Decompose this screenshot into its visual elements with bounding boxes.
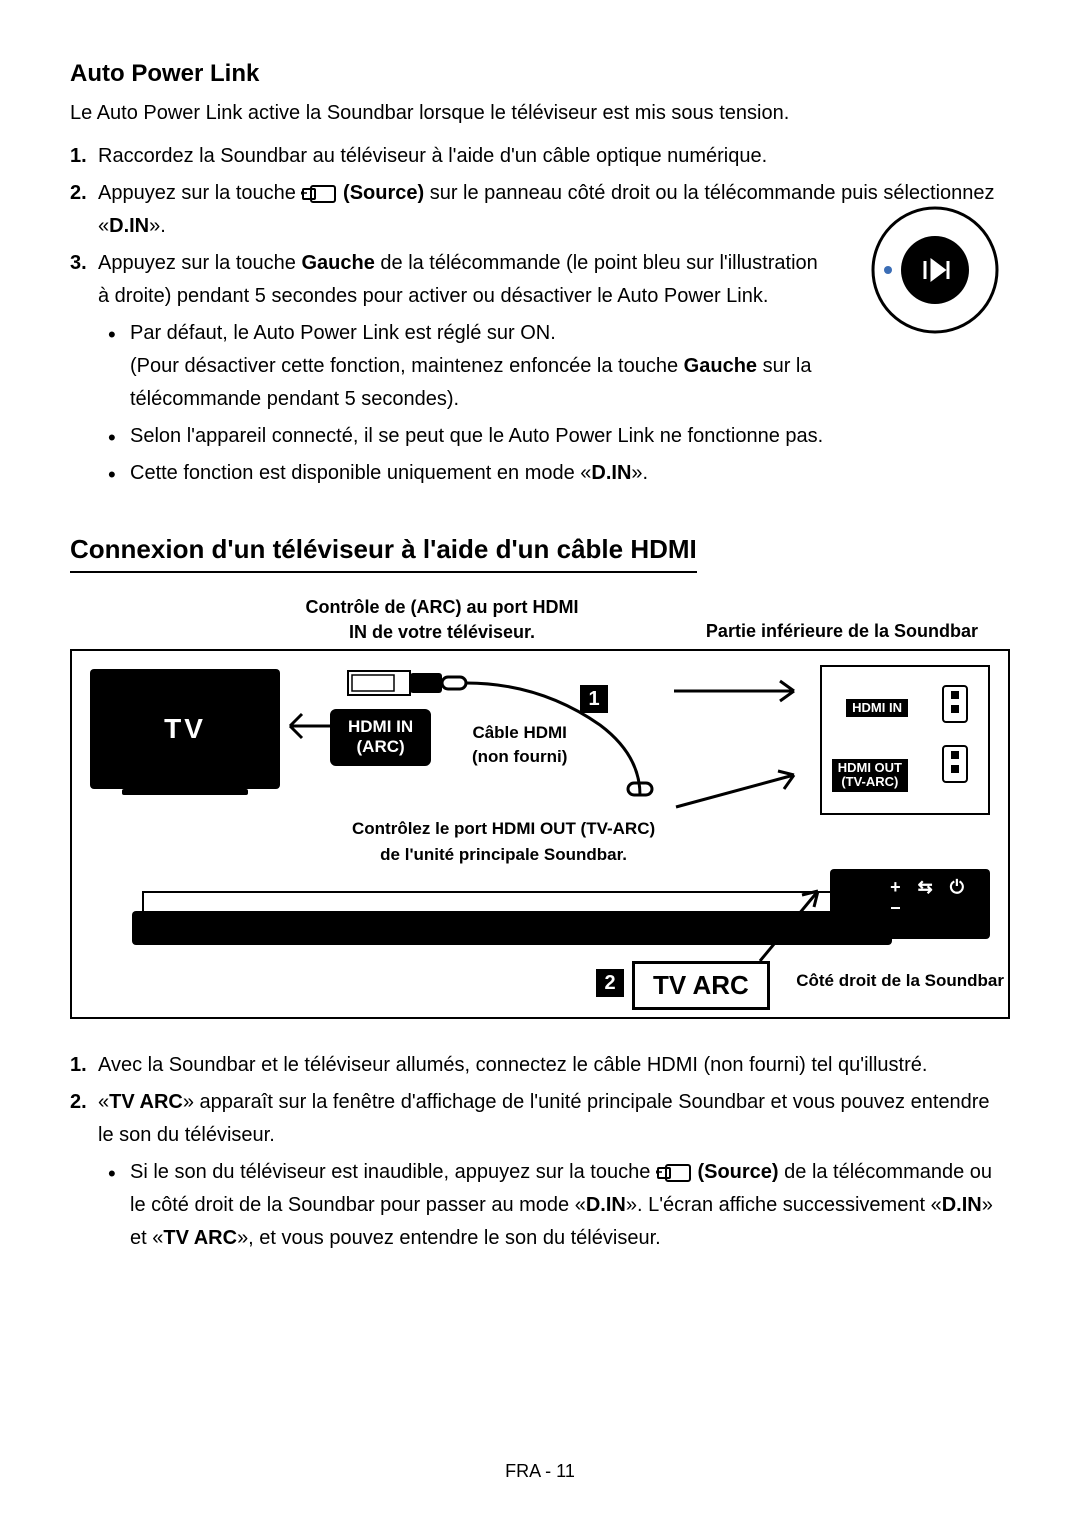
- arrow-side: [758, 851, 828, 971]
- arrows-rear: [674, 675, 804, 835]
- step-1: 1.Raccordez la Soundbar au téléviseur à …: [98, 140, 1010, 173]
- sub-2: Selon l'appareil connecté, il se peut qu…: [130, 420, 1010, 453]
- port-shape-2: [942, 745, 968, 783]
- sub-list-2: Si le son du téléviseur est inaudible, a…: [98, 1156, 1010, 1255]
- label-arc-port: Contrôle de (ARC) au port HDMI IN de vot…: [302, 595, 582, 645]
- s2-step-1: 1.Avec la Soundbar et le téléviseur allu…: [98, 1049, 1010, 1082]
- check-port-label: Contrôlez le port HDMI OUT (TV-ARC)de l'…: [352, 816, 655, 867]
- sub-list-1: Par défaut, le Auto Power Link est réglé…: [98, 317, 830, 490]
- s2-step-2: 2. «TV ARC» apparaît sur la fenêtre d'af…: [98, 1086, 1010, 1255]
- tv-illustration: TV: [90, 669, 280, 789]
- steps-list-2: 1.Avec la Soundbar et le téléviseur allu…: [70, 1049, 1010, 1255]
- badge-1: 1: [580, 685, 608, 713]
- badge-2: 2: [596, 969, 624, 997]
- s2-step-1-text: Avec la Soundbar et le téléviseur allumé…: [98, 1054, 927, 1076]
- source-icon: [656, 1162, 692, 1184]
- source-icon: [301, 183, 337, 205]
- sub-1: Par défaut, le Auto Power Link est réglé…: [130, 317, 830, 416]
- label-soundbar-bottom: Partie inférieure de la Soundbar: [706, 621, 978, 642]
- port-shape-1: [942, 685, 968, 723]
- page-footer: FRA - 11: [0, 1461, 1080, 1482]
- arrow-tv: [280, 701, 332, 751]
- s2-sub-1: Si le son du téléviseur est inaudible, a…: [130, 1156, 1010, 1255]
- s2-step-2-text: «TV ARC» apparaît sur la fenêtre d'affic…: [98, 1091, 990, 1146]
- step-3-text: Appuyez sur la touche Gauche de la téléc…: [98, 252, 818, 307]
- cable-label: Câble HDMI(non fourni): [472, 721, 567, 769]
- remote-illustration: [870, 205, 1000, 335]
- step-2-text: Appuyez sur la touche (Source) sur le pa…: [98, 182, 995, 237]
- sub-3: Cette fonction est disponible uniquement…: [130, 457, 830, 490]
- step-1-text: Raccordez la Soundbar au téléviseur à l'…: [98, 145, 767, 167]
- side-panel-icons: + ⇆ ⏻−: [890, 877, 970, 919]
- hdmi-section-title: Connexion d'un téléviseur à l'aide d'un …: [70, 534, 697, 573]
- steps-list-1: 1.Raccordez la Soundbar au téléviseur à …: [70, 140, 1010, 490]
- tv-stand: [122, 789, 248, 795]
- auto-power-link-title: Auto Power Link: [70, 60, 1010, 88]
- hdmi-out-port-label: HDMI OUT(TV-ARC): [832, 759, 908, 792]
- connection-diagram: Contrôle de (ARC) au port HDMI IN de vot…: [70, 649, 1010, 1019]
- intro-text: Le Auto Power Link active la Soundbar lo…: [70, 98, 1010, 128]
- hdmi-in-port-label: HDMI IN: [846, 699, 908, 717]
- side-label: Côté droit de la Soundbar: [796, 971, 1004, 991]
- tv-arc-display: TV ARC: [632, 961, 770, 1010]
